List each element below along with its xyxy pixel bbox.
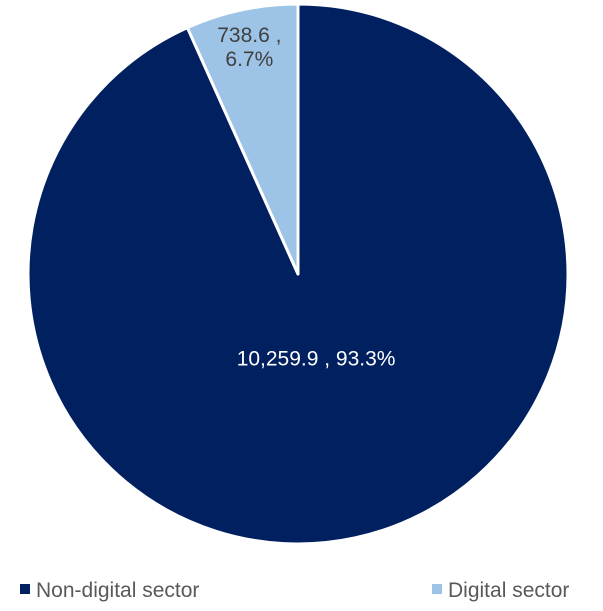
legend: Non-digital sector Digital sector	[20, 579, 569, 602]
data-label-digital-sector-line-1: 738.6 ,	[217, 24, 281, 47]
pie-data-labels: 10,259.9 , 93.3% 738.6 ,6.7%	[217, 24, 395, 371]
pie-slice-digital-sector	[185, 2, 300, 276]
legend-swatch-digital-sector	[432, 584, 442, 594]
legend-swatch-non-digital-sector	[20, 584, 30, 594]
legend-label-digital-sector: Digital sector	[448, 579, 569, 602]
data-label-non-digital-sector-line-1: 10,259.9 , 93.3%	[237, 347, 396, 370]
data-label-digital-sector-line-2: 6.7%	[225, 48, 273, 71]
pie-slices	[26, 2, 570, 546]
legend-label-non-digital-sector: Non-digital sector	[36, 579, 199, 602]
